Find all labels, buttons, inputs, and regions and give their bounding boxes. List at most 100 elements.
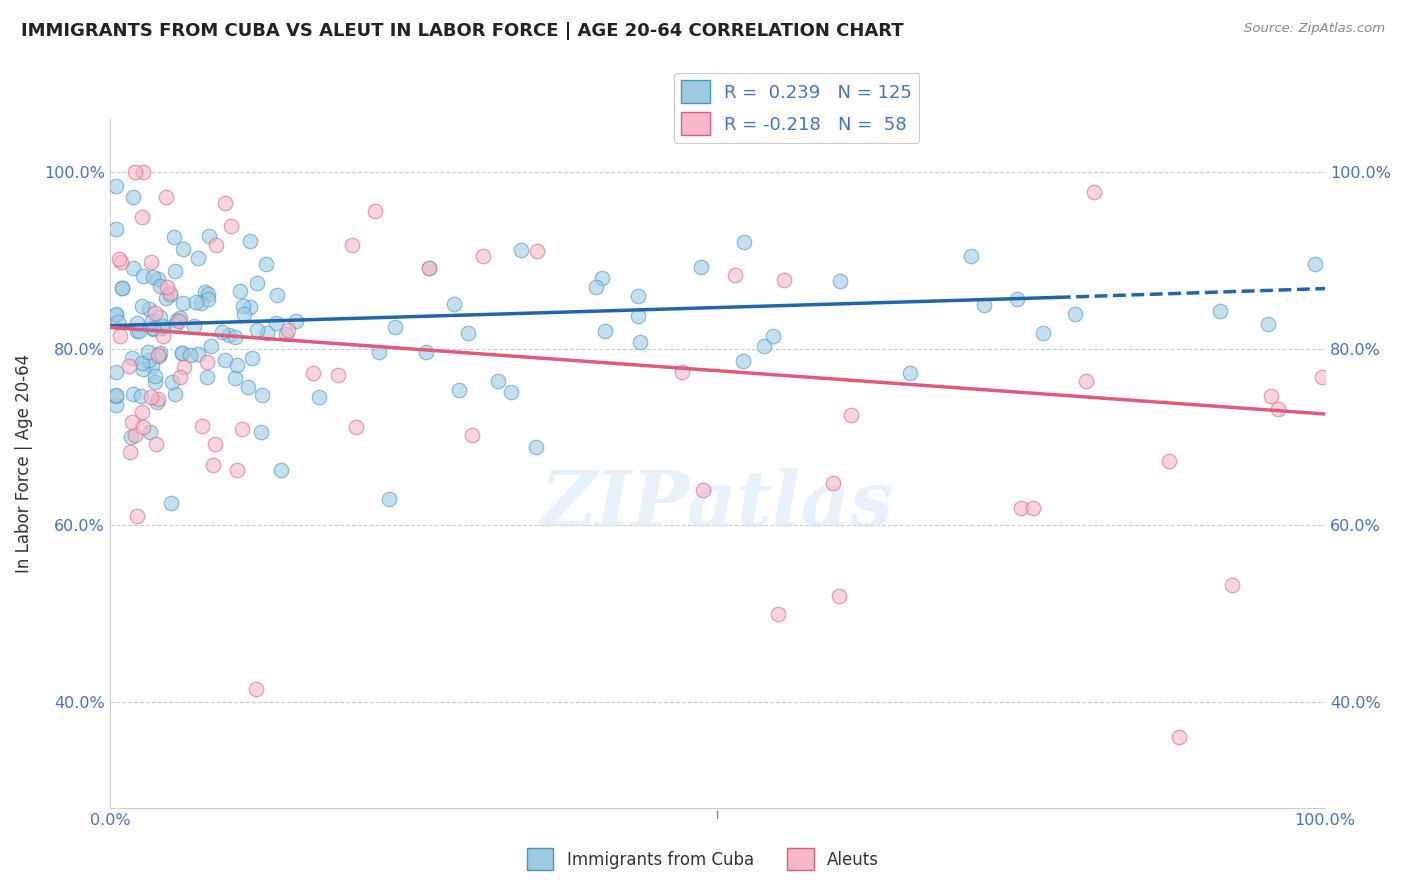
Point: [689, 260, 711, 274]
Point: [232, 307, 254, 321]
Point: [471, 249, 494, 263]
Point: [1260, 389, 1282, 403]
Point: [302, 366, 325, 380]
Point: [132, 361, 155, 376]
Point: [1010, 500, 1032, 515]
Y-axis label: In Labor Force | Age 20-64: In Labor Force | Age 20-64: [15, 354, 32, 573]
Point: [145, 395, 167, 409]
Point: [214, 353, 236, 368]
Point: [105, 308, 128, 322]
Point: [108, 329, 131, 343]
Point: [1157, 454, 1180, 468]
Point: [236, 380, 259, 394]
Point: [107, 314, 129, 328]
Point: [768, 607, 790, 621]
Point: [225, 463, 247, 477]
Point: [159, 496, 181, 510]
Point: [1267, 402, 1289, 417]
Point: [146, 392, 169, 407]
Point: [418, 260, 440, 275]
Point: [591, 270, 613, 285]
Point: [121, 351, 143, 366]
Point: [229, 285, 252, 299]
Point: [499, 385, 522, 400]
Point: [211, 325, 233, 339]
Point: [200, 339, 222, 353]
Point: [111, 281, 134, 295]
Point: [1208, 304, 1230, 318]
Point: [510, 243, 533, 257]
Point: [155, 190, 177, 204]
Point: [524, 440, 547, 454]
Point: [122, 261, 145, 276]
Point: [146, 348, 169, 362]
Point: [165, 386, 187, 401]
Point: [124, 427, 146, 442]
Point: [141, 255, 163, 269]
Point: [1310, 369, 1333, 384]
Point: [125, 325, 148, 339]
Point: [118, 359, 141, 373]
Point: [197, 292, 219, 306]
Point: [155, 291, 177, 305]
Point: [122, 190, 145, 204]
Point: [183, 319, 205, 334]
Point: [1076, 374, 1098, 388]
Point: [111, 280, 134, 294]
Point: [128, 324, 150, 338]
Point: [195, 370, 218, 384]
Point: [762, 328, 785, 343]
Point: [105, 388, 128, 402]
Point: [108, 252, 131, 266]
Point: [150, 321, 173, 335]
Point: [127, 508, 149, 523]
Point: [163, 230, 186, 244]
Point: [136, 345, 159, 359]
Point: [218, 327, 240, 342]
Point: [344, 419, 367, 434]
Point: [131, 389, 153, 403]
Point: [148, 349, 170, 363]
Point: [384, 320, 406, 334]
Point: [266, 288, 288, 302]
Point: [163, 264, 186, 278]
Point: [132, 419, 155, 434]
Point: [415, 345, 437, 359]
Point: [1032, 326, 1054, 340]
Point: [219, 219, 242, 234]
Point: [159, 288, 181, 302]
Point: [125, 316, 148, 330]
Point: [246, 323, 269, 337]
Point: [172, 296, 194, 310]
Point: [1063, 307, 1085, 321]
Point: [284, 314, 307, 328]
Point: [245, 681, 267, 696]
Point: [172, 242, 194, 256]
Point: [124, 165, 146, 179]
Point: [204, 436, 226, 450]
Legend: R =  0.239   N = 125, R = -0.218   N =  58: R = 0.239 N = 125, R = -0.218 N = 58: [673, 73, 920, 143]
Point: [959, 249, 981, 263]
Point: [187, 251, 209, 265]
Point: [1007, 292, 1029, 306]
Point: [205, 237, 228, 252]
Point: [363, 204, 385, 219]
Point: [828, 274, 851, 288]
Point: [973, 298, 995, 312]
Point: [131, 299, 153, 313]
Point: [526, 244, 548, 258]
Point: [240, 351, 263, 366]
Point: [628, 335, 651, 350]
Point: [105, 398, 128, 412]
Point: [585, 280, 607, 294]
Point: [224, 330, 246, 344]
Point: [179, 348, 201, 362]
Point: [156, 280, 179, 294]
Point: [139, 425, 162, 439]
Point: [256, 257, 278, 271]
Point: [169, 310, 191, 325]
Point: [145, 437, 167, 451]
Point: [132, 165, 155, 179]
Point: [1303, 257, 1326, 271]
Point: [169, 314, 191, 328]
